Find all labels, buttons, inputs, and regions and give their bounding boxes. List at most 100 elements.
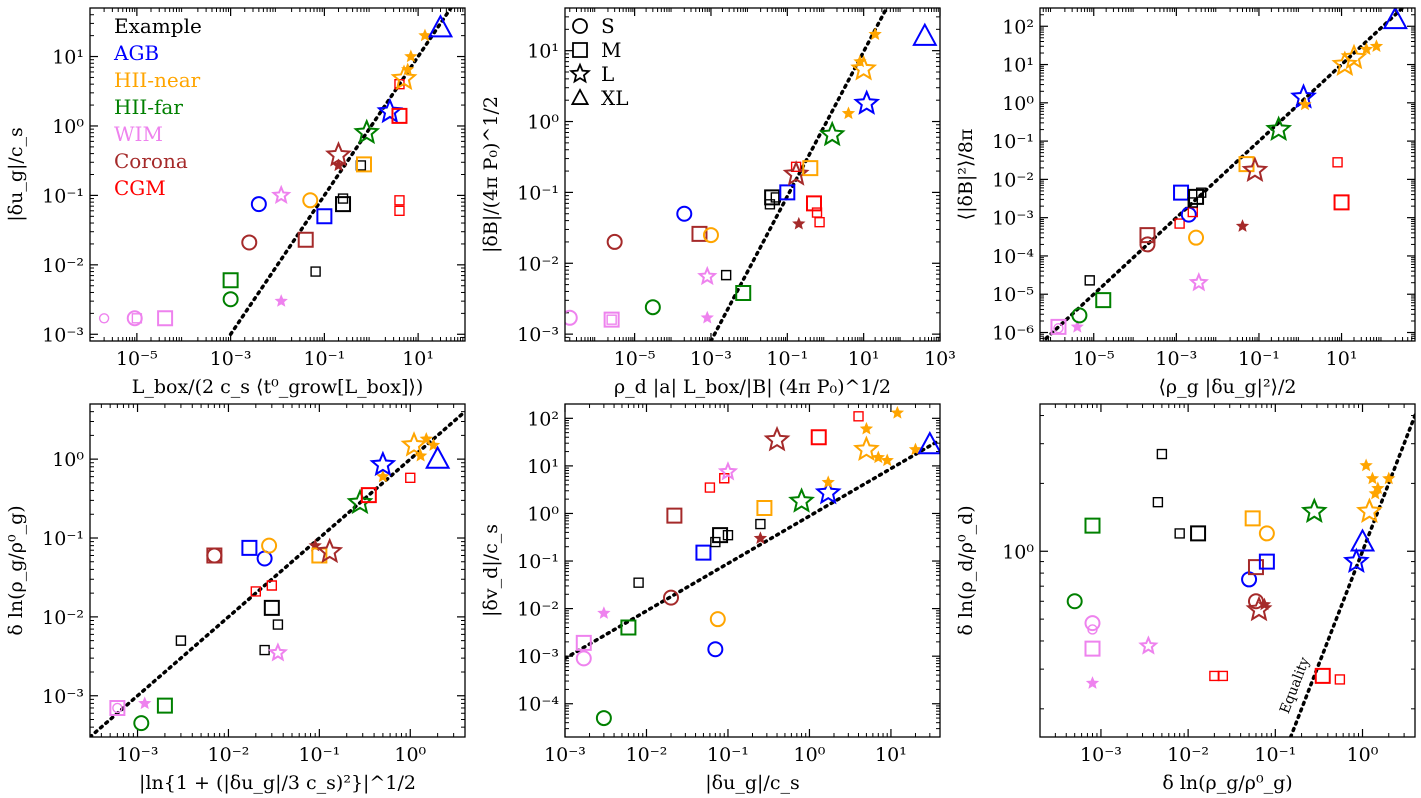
data-point-star xyxy=(1300,497,1328,523)
x-tick-label: 10⁰ xyxy=(394,744,426,766)
x-tick-label: 10⁻³ xyxy=(1080,744,1122,766)
axes-frame xyxy=(564,7,941,342)
data-point-circle xyxy=(98,313,110,324)
data-point-star xyxy=(1340,43,1368,70)
y-axis-label: |δB|/(4π P₀)^1/2 xyxy=(480,96,502,253)
data-point-star xyxy=(697,265,718,286)
reference-line xyxy=(565,438,940,661)
data-point-star xyxy=(880,453,894,467)
equality-label: Equality xyxy=(1277,655,1313,716)
data-point-square xyxy=(620,619,637,636)
y-tick-label: 10⁻⁴ xyxy=(517,694,559,716)
points xyxy=(565,22,938,328)
data-point-square xyxy=(722,529,734,541)
data-point-square xyxy=(1139,227,1156,244)
data-point-star xyxy=(850,54,878,81)
data-point-star xyxy=(1359,458,1373,472)
y-tick-label: 10⁻⁶ xyxy=(992,323,1034,345)
data-point-square xyxy=(1174,218,1185,229)
x-axis-label: |δu_g|/c_s xyxy=(705,772,799,794)
data-point-square xyxy=(1258,553,1275,570)
data-point-star xyxy=(400,431,428,457)
y-axis-label: δ ln(ρ_d/ρ⁰_d) xyxy=(955,505,977,635)
y-tick-label: 10⁻⁴ xyxy=(992,246,1034,268)
x-tick-label: 10⁻³ xyxy=(117,744,159,766)
y-tick-label: 10⁻² xyxy=(42,607,84,629)
data-point-star xyxy=(353,118,381,145)
data-point-circle xyxy=(595,710,612,727)
data-point-square xyxy=(394,78,405,90)
data-point-circle xyxy=(1087,624,1098,635)
x-axis-label: L_box/(2 c_s ⟨t⁰_grow[L_box]⟩) xyxy=(132,376,424,398)
data-point-circle xyxy=(1066,593,1083,610)
data-point-square xyxy=(109,699,126,716)
data-point-square xyxy=(241,539,258,556)
data-point-circle xyxy=(707,641,724,658)
data-point-square xyxy=(1095,292,1112,309)
panel-magnetic-vs-kinetic: 10⁻⁵ 10⁻³ 10⁻¹ 10¹ 10⁻⁶ 10⁻⁵ 10⁻⁴ 10⁻³ 10⁻² 10⁻¹ 1… xyxy=(955,7,1416,398)
x-tick-label: 10⁻¹ xyxy=(1254,744,1296,766)
x-axis-label: |ln{1 + (|δu_g|/3 c_s)²}|^1/2 xyxy=(139,772,416,794)
data-point-square xyxy=(666,507,683,524)
data-point-square xyxy=(1238,156,1255,173)
panel-gas-density-vs-velocity: 10⁻³ 10⁻² 10⁻¹ 10⁰ 10⁻³ 10⁻² 10⁻¹ 10⁰ |ln{1 + (|… xyxy=(5,403,466,794)
data-point-star xyxy=(419,432,433,445)
data-point-square xyxy=(297,231,314,248)
data-point-square xyxy=(1190,525,1207,542)
data-point-triangle xyxy=(917,431,940,455)
data-point-star xyxy=(763,425,791,452)
minor-ticks xyxy=(89,403,466,738)
y-tick-label: 10⁰ xyxy=(52,449,84,471)
data-point-square xyxy=(606,314,617,325)
y-tick-label: 10⁻² xyxy=(42,255,84,277)
data-point-square xyxy=(719,473,730,484)
y-tick-label: 10⁻¹ xyxy=(517,551,559,573)
data-point-star xyxy=(868,27,882,41)
data-point-square xyxy=(337,193,349,204)
y-tick-label: 10⁻³ xyxy=(517,646,559,668)
data-point-star xyxy=(316,537,344,564)
data-point-star xyxy=(267,642,289,662)
data-point-circle xyxy=(663,589,680,606)
data-point-circle xyxy=(302,192,319,209)
data-point-star xyxy=(1138,635,1159,655)
data-point-square xyxy=(157,310,174,327)
legend-size-marker xyxy=(570,88,590,105)
data-point-star xyxy=(597,606,611,619)
data-point-square xyxy=(335,196,352,213)
data-point-square xyxy=(810,429,827,446)
data-point-circle xyxy=(250,196,267,213)
panel-dust-velocity-vs-gas-velocity: 10⁻³ 10⁻² 10⁻¹ 10⁰ 10¹ 10⁻⁴ 10⁻³ 10⁻² 10⁻¹ 10⁰ 10¹… xyxy=(480,403,941,794)
data-point-star xyxy=(426,438,441,451)
data-point-square xyxy=(316,208,333,225)
data-point-square xyxy=(755,518,766,530)
data-point-square xyxy=(1334,674,1346,685)
y-tick-label: 10⁻² xyxy=(517,599,559,621)
data-point-square xyxy=(720,269,732,281)
y-tick-label: 10⁰ xyxy=(1002,93,1034,115)
data-point-triangle xyxy=(427,14,454,38)
data-point-square xyxy=(360,487,377,504)
minor-ticks xyxy=(565,7,940,342)
y-tick-label: 10⁻¹ xyxy=(992,131,1034,153)
data-point-square xyxy=(405,472,416,483)
y-tick-label: 10⁰ xyxy=(527,112,559,134)
data-point-star xyxy=(376,469,390,483)
x-tick-label: 10⁻³ xyxy=(210,348,252,370)
data-point-square xyxy=(770,192,782,203)
legend-size-label: XL xyxy=(601,86,629,110)
y-tick-label: 10² xyxy=(1002,16,1034,38)
legend-env-label: CGM xyxy=(114,176,166,200)
data-point-star xyxy=(859,421,874,435)
data-point-star xyxy=(404,49,418,63)
legend-env-label: HII-far xyxy=(114,95,183,119)
points xyxy=(1050,8,1408,335)
data-point-circle xyxy=(1139,236,1156,253)
legend-env-label: WIM xyxy=(114,122,163,146)
data-point-star xyxy=(782,160,810,186)
axes-frame xyxy=(1039,403,1416,738)
y-tick-label: 10¹ xyxy=(52,47,84,69)
data-point-star xyxy=(1342,547,1370,573)
data-point-square xyxy=(259,644,270,656)
